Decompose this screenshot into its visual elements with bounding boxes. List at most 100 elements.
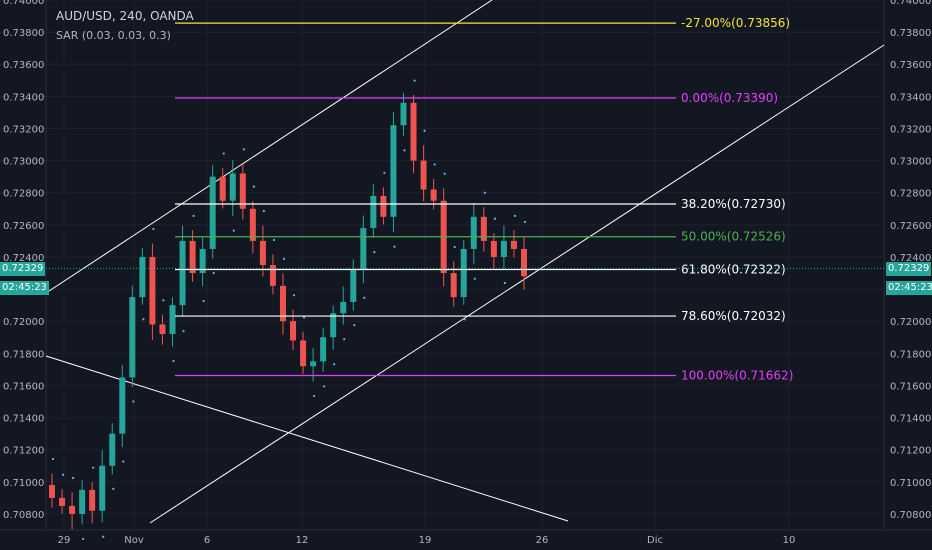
y-axis-label-left: 0.70800	[3, 510, 44, 521]
y-axis-label-left: 0.72600	[3, 221, 44, 232]
fib-level-label: 100.00%(0.71662)	[681, 368, 793, 382]
candle-body	[400, 102, 407, 126]
candle-body	[521, 248, 527, 277]
candle-body	[390, 125, 397, 217]
fib-level-label: 61.80%(0.72322)	[681, 262, 786, 276]
sar-dot	[403, 149, 406, 152]
y-axis-label-right: 0.73000	[890, 157, 931, 168]
sar-dot	[453, 245, 456, 249]
candle-body	[360, 228, 367, 270]
y-axis-label-right: 0.71600	[890, 381, 931, 392]
sar-dot	[202, 299, 205, 303]
candle-body	[510, 240, 517, 249]
candle-body	[259, 240, 266, 265]
sar-dot	[503, 281, 507, 285]
right-price-tag: 0.72329	[886, 262, 932, 276]
fib-level-label: -27.00%(0.73856)	[681, 16, 790, 30]
y-axis-label-right: 0.72600	[890, 221, 931, 232]
y-axis-label-right: 0.73200	[890, 124, 931, 135]
candle-body	[119, 377, 126, 434]
sar-dot	[212, 271, 215, 275]
y-axis-label-left: 0.71000	[3, 478, 44, 489]
candle-body	[320, 337, 327, 362]
y-axis-label-left: 0.73600	[3, 60, 44, 71]
sar-dot	[483, 191, 486, 194]
sar-dot	[302, 316, 306, 319]
candle-body	[490, 240, 497, 257]
sar-dot	[152, 227, 155, 231]
x-axis-label: 19	[419, 535, 432, 546]
fib-level-label: 78.60%(0.72032)	[681, 309, 786, 323]
sar-dot	[292, 294, 296, 297]
y-axis-label-right: 0.73800	[890, 28, 931, 39]
x-axis-label: Nov	[124, 535, 144, 546]
sar-dot	[51, 457, 55, 461]
sar-dot	[262, 209, 265, 213]
sar-dot	[463, 318, 466, 321]
x-axis-label: 29	[58, 535, 71, 546]
y-axis-label-right: 0.71800	[890, 349, 931, 360]
y-axis-label-left: 0.73000	[3, 157, 44, 168]
sar-dot	[433, 163, 436, 166]
sar-dot	[92, 466, 95, 469]
y-axis-label-right: 0.74000	[890, 0, 931, 7]
candle-body	[340, 301, 347, 314]
candle-body	[129, 297, 136, 378]
candle-body	[79, 489, 86, 514]
candle-body	[430, 189, 437, 201]
channel-lower-line	[149, 44, 885, 524]
y-axis-label-right: 0.71400	[890, 414, 931, 425]
y-axis-label-right: 0.73600	[890, 60, 931, 71]
y-axis-label-right: 0.71200	[890, 446, 931, 457]
symbol-title: AUD/USD, 240, OANDA	[56, 9, 194, 23]
sar-indicator-label[interactable]: SAR (0.03, 0.03, 0.3)	[56, 29, 171, 42]
sar-dot	[363, 296, 366, 299]
x-axis-label: 12	[296, 535, 309, 546]
x-axis-label: 10	[783, 535, 796, 546]
candle-body	[229, 173, 236, 201]
sar-dot	[252, 185, 255, 188]
candle-body	[199, 248, 206, 274]
y-axis-label-left: 0.74000	[3, 0, 44, 7]
candle-body	[420, 160, 427, 190]
fib-level-label: 50.00%(0.72526)	[681, 230, 786, 244]
candle-body	[410, 102, 417, 161]
y-axis-label-left: 0.73200	[3, 124, 44, 135]
candle-body	[500, 240, 507, 257]
candle-body	[300, 340, 307, 367]
sar-dot	[232, 229, 235, 232]
sar-dot	[132, 400, 135, 403]
sar-dot	[413, 79, 416, 82]
candle-body	[249, 208, 256, 241]
sar-dot	[313, 394, 316, 398]
candle-body	[169, 305, 176, 335]
sar-dot	[102, 535, 105, 538]
y-axis-label-left: 0.73400	[3, 92, 44, 103]
candle-body	[139, 256, 146, 298]
y-axis-label-left: 0.73800	[3, 28, 44, 39]
y-axis-label-right: 0.72400	[890, 253, 931, 264]
sar-dot	[383, 171, 386, 174]
sar-dot	[323, 385, 326, 388]
y-axis-label-right: 0.73400	[890, 92, 931, 103]
candle-body	[69, 505, 76, 514]
candle-body	[269, 265, 276, 286]
sar-dot	[523, 220, 527, 224]
y-axis-label-left: 0.72800	[3, 189, 44, 200]
sar-dot	[333, 363, 336, 366]
sar-dot	[343, 338, 346, 341]
sar-dot	[393, 245, 396, 248]
candle-body	[209, 176, 216, 249]
sar-dot	[513, 214, 517, 217]
sar-dot	[82, 537, 85, 541]
sar-dot	[172, 359, 175, 363]
candle-body	[239, 173, 246, 209]
x-axis-label: Dic	[647, 535, 663, 546]
sar-dot	[61, 473, 65, 476]
x-axis-label: 26	[536, 535, 549, 546]
candle-body	[330, 313, 337, 338]
sar-dot	[162, 299, 165, 302]
candle-body	[470, 216, 477, 249]
